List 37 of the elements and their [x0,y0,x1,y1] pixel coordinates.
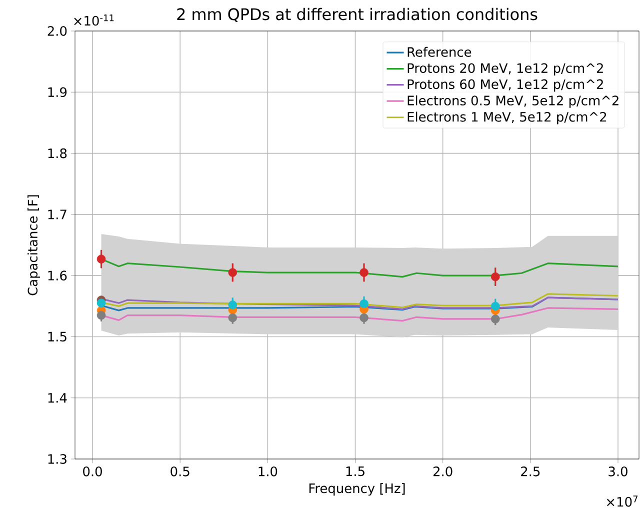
point [360,299,368,308]
legend-label: Electrons 1 MeV, 5e12 p/cm^2 [408,112,606,124]
y-tick-label: 2.0 [48,26,67,36]
text: ×10$^{-11}$ [74,14,114,26]
legend-label: Protons 20 MeV, 1e12 p/cm^2 [408,63,603,76]
point [360,313,368,322]
x-tick-label: 1.0 [258,466,278,476]
legend-label: Electrons 0.5 MeV, 5e12 p/cm^2 [408,95,618,108]
point [490,314,500,324]
x-tick-label: 0.5 [170,466,190,476]
y-tick-label: 1.9 [48,87,67,98]
point [96,298,106,308]
y-tick-label: 1.6 [48,270,67,280]
text: ×10$^{7}$ [606,496,638,507]
point [228,313,238,322]
y-tick-label: 1.4 [48,393,67,403]
y-tick-label: 1.3 [48,454,66,464]
point [490,272,500,282]
legend-label: Reference [408,46,472,57]
x-tick-label: 2.5 [521,466,540,476]
x-tick-label: 3.0 [608,466,628,476]
y-tick-label: 1.8 [48,148,67,158]
chart-title: 2 mm QPDs at different irradiation conditions [177,8,538,22]
point [228,300,238,310]
x-axis-title: Frequency [Hz] [309,483,405,496]
x-tick-label: 1.5 [346,466,364,476]
point [228,268,238,277]
point [490,302,500,311]
point [96,254,106,264]
point [360,268,368,277]
y-tick-label: 1.7 [48,210,66,220]
x-tick-label: 2.0 [433,466,452,476]
y-axis-title: Capacitance [F] [28,195,40,296]
legend-label: Protons 60 MeV, 1e12 p/cm^2 [408,79,603,92]
y-tick-label: 1.5 [48,332,66,342]
x-tick-label: 0.0 [83,466,102,476]
point [96,310,106,320]
